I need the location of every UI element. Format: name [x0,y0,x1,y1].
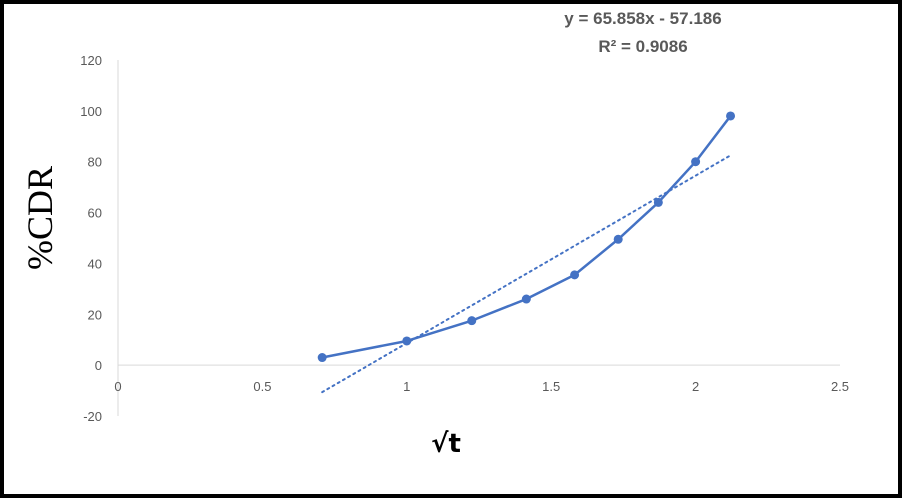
x-tick-label: 0.5 [253,379,271,394]
trendline [321,154,732,394]
data-point [653,197,663,207]
data-point [691,157,701,167]
y-tick-label: 120 [80,53,102,68]
x-tick-label: 2 [692,379,699,394]
data-point [521,294,531,304]
data-point [317,353,327,363]
x-tick-label: 2.5 [831,379,849,394]
x-axis-label: √t [431,429,461,459]
trendline-equation: y = 65.858x - 57.186 [564,9,721,28]
y-tick-label: 40 [88,256,102,271]
y-axis-label: %CDR [20,166,60,270]
y-tick-label: 60 [88,206,102,221]
series-layer [317,111,736,363]
x-tick-label: 1 [403,379,410,394]
x-tick-label: 1.5 [542,379,560,394]
y-tick-label: 20 [88,307,102,322]
series-line [321,115,732,359]
y-tick-label: 0 [95,358,102,373]
data-point [467,316,477,326]
trendline-layer [321,154,732,394]
axes [117,60,840,416]
y-tick-label: 80 [88,155,102,170]
y-tick-label: -20 [83,409,102,424]
x-tick-label: 0 [114,379,121,394]
data-point [726,111,736,121]
data-point [402,336,412,346]
data-point [613,234,623,244]
trendline-r2: R² = 0.9086 [598,37,687,56]
y-tick-label: 100 [80,104,102,119]
data-point [570,270,580,280]
tick-labels: 0 0.5 1 1.5 2 2.5 120 100 80 60 40 20 0 -20 [80,53,849,424]
